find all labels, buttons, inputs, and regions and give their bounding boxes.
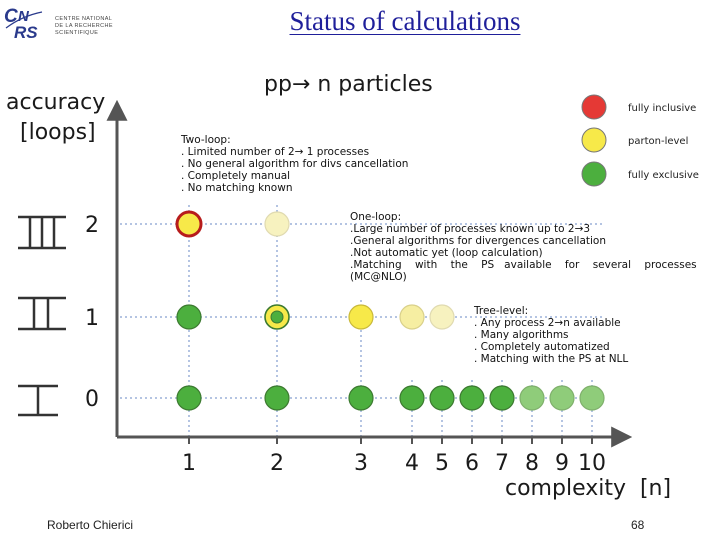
x-tick-label: 3 — [354, 451, 368, 476]
data-point — [176, 385, 202, 411]
note-line: . No general algorithm for divs cancella… — [181, 158, 409, 170]
x-tick-label: 2 — [270, 451, 284, 476]
x-axis-title: complexity [n] — [505, 476, 672, 501]
x-tick-label: 8 — [525, 451, 539, 476]
loop-symbol-0 — [18, 384, 58, 417]
svg-text:N: N — [18, 8, 30, 25]
note-title: Tree-level: — [474, 305, 529, 317]
process-title: pp→ n particles — [264, 72, 433, 97]
legend-item: fully inclusive — [581, 94, 696, 120]
data-point — [549, 385, 575, 411]
note-line: . No matching known — [181, 182, 293, 194]
data-point — [579, 385, 605, 411]
y-tick-labels: 0 1 2 — [85, 213, 99, 412]
loop-symbol-1 — [18, 296, 66, 331]
data-point — [175, 210, 203, 238]
legend-label: parton-level — [628, 136, 688, 147]
legend-label: fully inclusive — [628, 103, 696, 114]
logo-text-line: CENTRE NATIONAL — [55, 16, 113, 22]
x-tick-label: 5 — [435, 451, 449, 476]
footer-author: Roberto Chierici — [47, 518, 134, 532]
note-line: . Completely manual — [181, 170, 291, 182]
data-points — [175, 210, 605, 411]
page-number: 68 — [631, 518, 645, 532]
y-axis-title-line1: accuracy — [6, 90, 106, 115]
data-point — [176, 304, 202, 330]
data-point — [489, 385, 515, 411]
legend-swatch — [581, 127, 607, 153]
logo-text-line: DE LA RECHERCHE — [55, 23, 113, 29]
x-tick-label: 9 — [555, 451, 569, 476]
data-point — [459, 385, 485, 411]
note-line: .General algorithms for divergences canc… — [350, 235, 606, 247]
x-tick-label: 10 — [578, 451, 606, 476]
data-point — [399, 385, 425, 411]
note-line: .Matching with the PS available for seve… — [350, 259, 697, 271]
x-tick-labels: 1 2 3 4 5 6 7 8 9 10 — [182, 437, 606, 476]
note-line: . Many algorithms — [474, 329, 569, 341]
note-line: .Large number of processes known up to 2… — [350, 223, 591, 235]
note-tree-level: Tree-level: . Any process 2→n available … — [474, 305, 654, 365]
note-line: . Limited number of 2→ 1 processes — [181, 146, 370, 158]
y-axis-title-line2: [loops] — [20, 120, 96, 145]
data-point — [348, 304, 374, 330]
data-point — [264, 211, 290, 237]
legend-swatch — [581, 94, 607, 120]
note-line: (MC@NLO) — [350, 271, 407, 283]
logo-text: CENTRE NATIONAL DE LA RECHERCHE SCIENTIF… — [55, 16, 125, 37]
data-point — [429, 385, 455, 411]
note-line: . Matching with the PS at NLL — [474, 353, 629, 365]
note-title: One-loop: — [350, 211, 402, 223]
data-point — [348, 385, 374, 411]
note-one-loop: One-loop: .Large number of processes kno… — [350, 211, 697, 283]
x-tick-label: 6 — [465, 451, 479, 476]
legend: fully inclusive parton-level fully exclusi… — [581, 94, 699, 187]
data-point — [429, 304, 455, 330]
y-tick-label: 0 — [85, 387, 99, 412]
svg-text:RS: RS — [14, 23, 38, 42]
note-title: Two-loop: — [181, 134, 231, 146]
legend-swatch — [581, 161, 607, 187]
y-tick-label: 2 — [85, 213, 99, 238]
data-point — [519, 385, 545, 411]
legend-label: fully exclusive — [628, 170, 699, 181]
data-point — [264, 304, 290, 330]
note-line: .Not automatic yet (loop calculation) — [350, 247, 543, 259]
x-tick-label: 7 — [495, 451, 509, 476]
y-tick-label: 1 — [85, 306, 99, 331]
data-point — [399, 304, 425, 330]
legend-item: parton-level — [581, 127, 688, 153]
legend-item: fully exclusive — [581, 161, 699, 187]
cnrs-logo: C N RS — [4, 6, 43, 42]
logo-text-line: SCIENTIFIQUE — [55, 30, 99, 36]
note-line: . Any process 2→n available — [474, 317, 621, 329]
x-tick-label: 1 — [182, 451, 196, 476]
loop-symbol-2 — [18, 215, 66, 250]
x-tick-label: 4 — [405, 451, 419, 476]
y-axis-title: accuracy [loops] — [6, 88, 105, 148]
data-point — [264, 385, 290, 411]
note-two-loop: Two-loop: . Limited number of 2→ 1 proce… — [181, 134, 411, 194]
note-line: . Completely automatized — [474, 341, 610, 353]
slide-title: Status of calculations — [289, 6, 521, 36]
